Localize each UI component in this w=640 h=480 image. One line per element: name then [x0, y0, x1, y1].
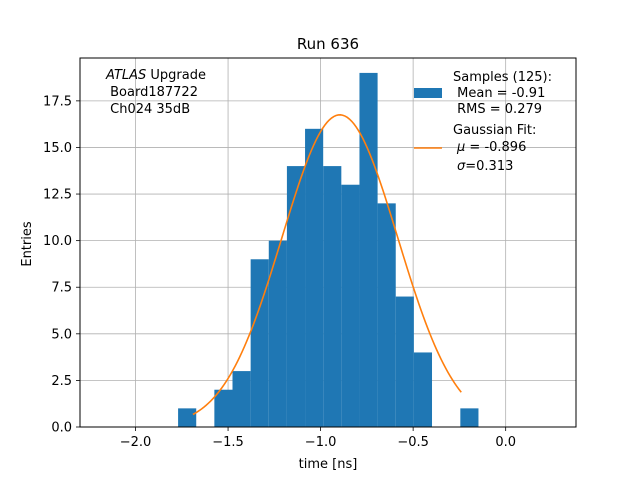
gaussian-fit-curve — [192, 114, 462, 416]
y-axis-label: Entries — [20, 221, 35, 267]
y-tick-label: 2.5 — [51, 374, 72, 389]
histogram-bar — [341, 184, 360, 427]
plot-frame — [79, 57, 577, 428]
histogram-bar — [232, 371, 251, 427]
legend-mu-value: = -0.896 — [465, 140, 526, 155]
annotation-line-1: ATLAS Upgrade — [105, 68, 206, 83]
legend-samples-mean: Mean = -0.91 — [453, 86, 545, 101]
histogram-bar — [250, 259, 269, 427]
y-tick-label: 10.0 — [43, 234, 72, 249]
x-tick-label: −2.0 — [120, 435, 152, 450]
x-tick-label: −0.5 — [397, 435, 429, 450]
histogram-bar — [305, 128, 324, 427]
histogram-bar — [460, 408, 479, 427]
legend-samples-swatch — [414, 88, 442, 98]
histogram-bars — [178, 72, 479, 427]
x-tick-label: −1.0 — [305, 435, 337, 450]
y-tick-label: 7.5 — [51, 281, 72, 296]
y-tick-label: 5.0 — [51, 327, 72, 342]
histogram-bar — [286, 166, 306, 427]
histogram-bar — [214, 389, 233, 427]
legend-samples-rms: RMS = 0.279 — [453, 102, 542, 117]
histogram-bar — [268, 240, 287, 427]
legend: Samples (125): Mean = -0.91 RMS = 0.279 … — [414, 70, 552, 174]
histogram-bar — [395, 296, 414, 427]
x-tick-label: −1.5 — [212, 435, 244, 450]
legend-fit-title: Gaussian Fit: — [453, 123, 536, 138]
chart-title: Run 636 — [297, 35, 359, 53]
histogram-bar — [377, 203, 396, 427]
legend-mu-symbol: μ — [456, 140, 465, 155]
annotation-line-3: Ch024 35dB — [106, 102, 190, 117]
annotation-box: ATLAS Upgrade Board187722 Ch024 35dB — [105, 68, 206, 117]
y-tick-label: 17.5 — [43, 94, 72, 109]
annotation-line-2: Board187722 — [106, 85, 198, 100]
y-tick-label: 15.0 — [43, 141, 72, 156]
legend-sigma-symbol: σ — [457, 159, 466, 174]
legend-fit-sigma: σ=0.313 — [457, 159, 513, 174]
legend-fit-mu: μ = -0.896 — [456, 140, 526, 155]
y-tick-label: 0.0 — [51, 421, 72, 436]
histogram-bar — [413, 352, 433, 427]
histogram-bar — [359, 72, 378, 427]
y-tick-label: 12.5 — [43, 188, 72, 203]
annotation-upgrade: Upgrade — [146, 68, 206, 83]
axis-ticks: −2.0 −1.5 −1.0 −0.5 0.0 0.0 2.5 5.0 7.5 10.0 12.5 1… — [43, 94, 516, 450]
x-tick-label: 0.0 — [495, 435, 516, 450]
legend-samples-title: Samples (125): — [453, 70, 552, 85]
histogram-bar — [178, 408, 197, 427]
legend-sigma-value: =0.313 — [465, 159, 513, 174]
annotation-atlas: ATLAS — [105, 68, 146, 83]
x-axis-label: time [ns] — [299, 457, 358, 472]
histogram-bar — [323, 166, 342, 427]
